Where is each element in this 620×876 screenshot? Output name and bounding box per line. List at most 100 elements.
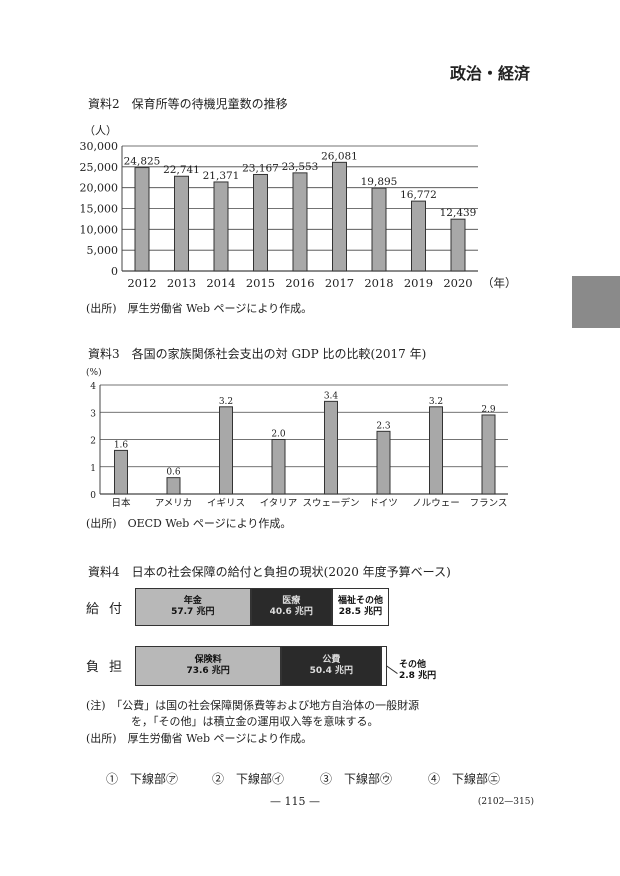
data-label: 21,371: [203, 170, 240, 182]
x-category-label: 2014: [206, 276, 235, 290]
segment-value: 73.6 兆円: [186, 666, 230, 676]
y-tick-label: 30,000: [80, 140, 119, 153]
side-index-tab: [572, 276, 620, 328]
option-label: 下線部㋓: [452, 772, 501, 786]
data-label: 2.0: [271, 430, 286, 440]
chart3-source: (出所) 厚生労働省 Web ページにより作成。: [86, 732, 313, 745]
data-label: 3.2: [219, 397, 233, 407]
callout-label: その他 2.8 兆円: [399, 660, 436, 682]
chart2-title: 資料3 各国の家族関係社会支出の対 GDP 比の比較(2017 年): [88, 347, 427, 361]
y-tick-label: 20,000: [80, 182, 119, 195]
y-tick-label: 3: [90, 409, 96, 419]
exam-code: (2102—315): [477, 797, 534, 807]
y-tick-label: 1: [90, 464, 96, 474]
row-label-burden: 負担: [86, 660, 133, 675]
data-label: 2.3: [376, 421, 391, 431]
bar: [292, 172, 308, 272]
bar: [450, 218, 466, 272]
x-axis-unit: （年）: [482, 276, 517, 290]
option-label: 下線部㋒: [344, 772, 393, 786]
y-tick-label: 0: [111, 265, 118, 278]
data-label: 26,081: [321, 150, 358, 162]
chart3-note-2: を，「その他」は積立金の運用収入等を意味する。: [131, 715, 379, 728]
option-label: 下線部㋐: [130, 772, 179, 786]
chart3-title: 資料4 日本の社会保障の給付と負担の現状(2020 年度予算ベース): [88, 565, 451, 579]
chart2-ylabel: (%): [86, 368, 102, 378]
y-tick-label: 15,000: [80, 203, 119, 216]
x-category-label: イタリア: [260, 498, 298, 509]
data-label: 22,741: [163, 164, 200, 176]
bar: [411, 200, 426, 272]
data-label: 23,553: [282, 161, 319, 173]
stacked-segment: 公費 50.4 兆円: [281, 646, 382, 686]
data-label: 0.6: [166, 468, 181, 478]
x-category-label: 日本: [111, 497, 131, 509]
data-label: 2.9: [481, 405, 496, 415]
segment-name: 年金: [183, 596, 202, 606]
bar: [429, 406, 443, 495]
x-category-label: 2017: [325, 276, 354, 290]
x-category-label: スウェーデン: [302, 497, 359, 509]
option-label: 下線部㋑: [236, 772, 285, 786]
bar: [371, 187, 387, 272]
option-4[interactable]: ④ 下線部㋓: [428, 770, 500, 787]
x-category-label: ノルウェー: [412, 498, 460, 509]
x-category-label: 2013: [167, 276, 196, 290]
x-category-label: 2016: [285, 276, 314, 290]
chart2-family-spending: 0 1 2 3 4 1.6 日本 0.6 アメリカ 3.2 イギリス 2.0 イタリア 3.4 スウェーデン…: [90, 382, 508, 509]
data-label: 3.2: [429, 397, 443, 407]
bar: [376, 430, 391, 495]
bar: [271, 439, 286, 495]
callout-line: [385, 665, 398, 674]
x-category-label: 2018: [364, 276, 393, 290]
y-tick-label: 25,000: [80, 161, 119, 174]
bar: [114, 449, 128, 495]
x-category-label: ドイツ: [369, 498, 398, 509]
segment-name: 福祉その他: [337, 596, 383, 606]
bar: [324, 400, 338, 495]
bar: [213, 181, 229, 272]
chart1-ylabel: （人）: [84, 124, 117, 137]
data-label: 19,895: [361, 176, 398, 188]
chart1-waiting-children: 0 5,000 10,000 15,000 20,000 25,000 30,000 24,8…: [80, 140, 517, 290]
stacked-segment: 医療 40.6 兆円: [250, 588, 332, 626]
option-number: ①: [106, 772, 119, 786]
segment-value: 40.6 兆円: [269, 607, 313, 617]
chart2-source: (出所) OECD Web ページにより作成。: [86, 517, 292, 530]
y-tick-label: 2: [90, 437, 96, 447]
bar: [332, 161, 347, 272]
data-label: 24,825: [124, 156, 161, 168]
data-label: 12,439: [440, 207, 477, 219]
stacked-segment: 保険料 73.6 兆円: [135, 646, 282, 686]
stacked-segment: 福祉その他 28.5 兆円: [331, 588, 389, 626]
stacked-segment: 年金 57.7 兆円: [135, 588, 251, 626]
y-tick-label: 0: [90, 491, 96, 501]
segment-name: 保険料: [194, 655, 222, 665]
row-label-benefit: 給付: [86, 602, 133, 617]
option-3[interactable]: ③ 下線部㋒: [320, 770, 392, 787]
subject-heading: 政治・経済: [449, 64, 530, 83]
bar: [134, 167, 150, 272]
option-number: ④: [428, 772, 441, 786]
y-tick-label: 4: [90, 382, 96, 392]
chart1-title: 資料2 保育所等の待機児童数の推移: [88, 97, 288, 111]
y-tick-label: 5,000: [87, 244, 119, 257]
segment-name: 医療: [282, 596, 301, 606]
segment-value: 50.4 兆円: [309, 666, 354, 676]
chart3-note-1: (注) 「公費」は国の社会保障関係費等および地方自治体の一般財源: [86, 699, 420, 712]
option-1[interactable]: ① 下線部㋐: [106, 770, 178, 787]
option-2[interactable]: ② 下線部㋑: [212, 770, 284, 787]
data-label: 16,772: [400, 189, 437, 201]
chart1-source: (出所) 厚生労働省 Web ページにより作成。: [86, 302, 313, 315]
bar: [174, 175, 189, 272]
data-label: 23,167: [242, 162, 279, 174]
data-label: 3.4: [324, 391, 339, 401]
bar: [219, 406, 233, 495]
x-category-label: イギリス: [207, 498, 245, 509]
x-category-label: アメリカ: [155, 498, 193, 509]
segment-value: 28.5 兆円: [338, 607, 383, 617]
segment-name: 公費: [322, 655, 341, 665]
segment-value: 2.8 兆円: [399, 671, 437, 681]
stacked-segment: [381, 646, 387, 686]
x-category-label: 2020: [443, 276, 472, 290]
